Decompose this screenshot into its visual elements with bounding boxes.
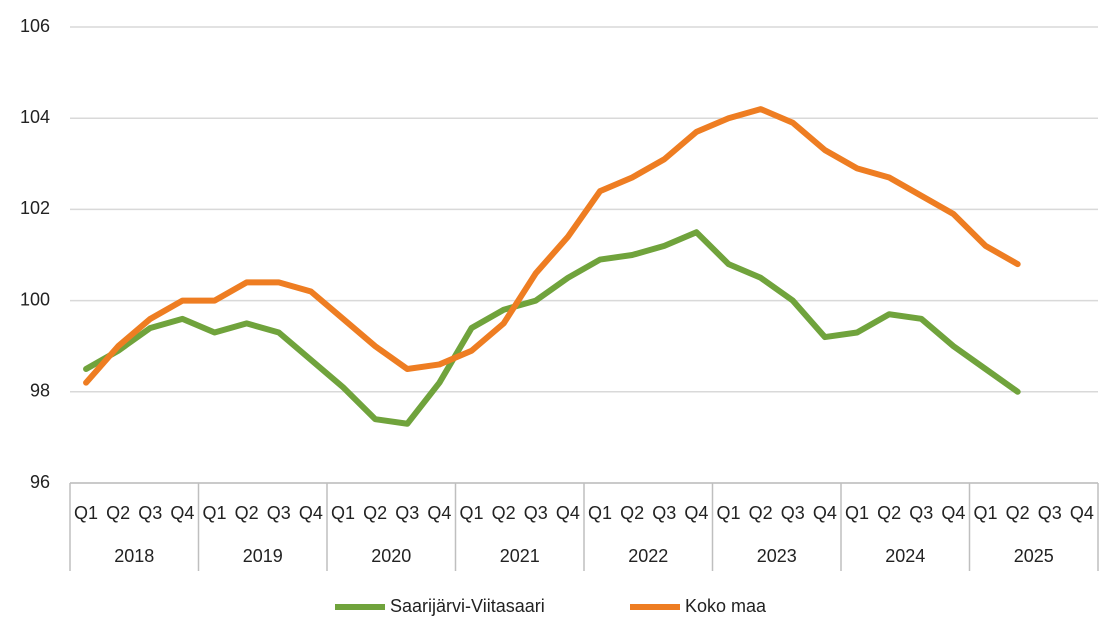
x-tick-label: Q2 [363, 503, 387, 523]
x-tick-label: Q2 [235, 503, 259, 523]
x-tick-label: Q1 [974, 503, 998, 523]
x-tick-label: Q3 [909, 503, 933, 523]
x-tick-label: Q1 [203, 503, 227, 523]
x-tick-label: Q3 [1038, 503, 1062, 523]
x-tick-label: Q2 [620, 503, 644, 523]
legend-label: Saarijärvi-Viitasaari [390, 596, 545, 616]
x-tick-label: Q1 [845, 503, 869, 523]
x-tick-label: Q4 [299, 503, 323, 523]
x-group-label: 2022 [628, 546, 668, 566]
x-group-label: 2019 [243, 546, 283, 566]
x-tick-label: Q2 [1006, 503, 1030, 523]
x-tick-label: Q4 [941, 503, 965, 523]
x-group-label: 2021 [500, 546, 540, 566]
y-tick-label: 102 [20, 198, 50, 218]
x-group-label: 2023 [757, 546, 797, 566]
series-line [83, 106, 1021, 386]
y-tick-label: 106 [20, 16, 50, 36]
x-tick-label: Q3 [138, 503, 162, 523]
x-group-label: 2024 [885, 546, 925, 566]
x-tick-label: Q2 [749, 503, 773, 523]
x-group-label: 2020 [371, 546, 411, 566]
x-tick-label: Q3 [781, 503, 805, 523]
x-tick-label: Q2 [492, 503, 516, 523]
x-tick-label: Q4 [556, 503, 580, 523]
x-tick-label: Q3 [524, 503, 548, 523]
y-tick-label: 100 [20, 289, 50, 309]
legend-label: Koko maa [685, 596, 767, 616]
x-tick-label: Q3 [395, 503, 419, 523]
y-tick-label: 104 [20, 107, 50, 127]
x-group-label: 2025 [1014, 546, 1054, 566]
x-tick-label: Q1 [717, 503, 741, 523]
x-tick-label: Q2 [106, 503, 130, 523]
x-tick-label: Q4 [427, 503, 451, 523]
y-tick-label: 98 [30, 381, 50, 401]
x-tick-label: Q4 [1070, 503, 1094, 523]
x-tick-label: Q3 [652, 503, 676, 523]
x-tick-label: Q3 [267, 503, 291, 523]
x-tick-label: Q2 [877, 503, 901, 523]
x-tick-label: Q1 [588, 503, 612, 523]
series-line [83, 229, 1021, 427]
x-tick-label: Q1 [331, 503, 355, 523]
x-tick-label: Q1 [74, 503, 98, 523]
x-tick-label: Q4 [813, 503, 837, 523]
x-tick-label: Q1 [460, 503, 484, 523]
x-tick-label: Q4 [170, 503, 194, 523]
x-tick-label: Q4 [684, 503, 708, 523]
x-group-label: 2018 [114, 546, 154, 566]
y-tick-label: 96 [30, 472, 50, 492]
